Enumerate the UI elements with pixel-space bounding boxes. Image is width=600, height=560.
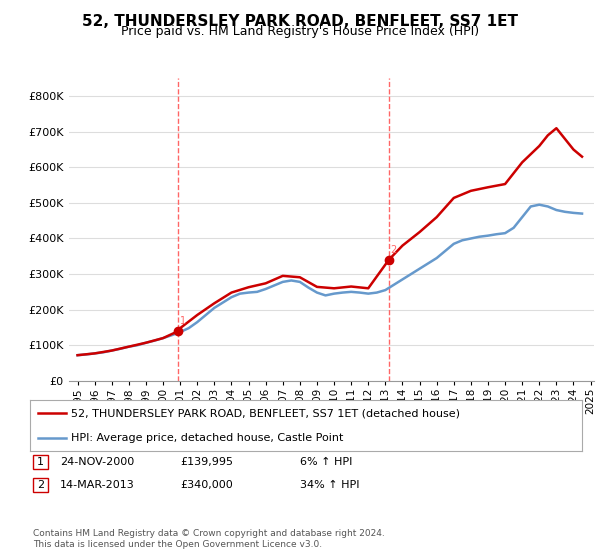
Text: Contains HM Land Registry data © Crown copyright and database right 2024.
This d: Contains HM Land Registry data © Crown c… [33, 529, 385, 549]
Text: 34% ↑ HPI: 34% ↑ HPI [300, 480, 359, 490]
Text: 1: 1 [180, 316, 186, 326]
Text: 2: 2 [37, 480, 44, 490]
Text: 1: 1 [37, 457, 44, 466]
Text: £340,000: £340,000 [180, 480, 233, 490]
Text: HPI: Average price, detached house, Castle Point: HPI: Average price, detached house, Cast… [71, 433, 344, 443]
Text: 24-NOV-2000: 24-NOV-2000 [60, 457, 134, 466]
Text: 2: 2 [391, 245, 397, 254]
Text: £139,995: £139,995 [180, 457, 233, 466]
Text: 52, THUNDERSLEY PARK ROAD, BENFLEET, SS7 1ET: 52, THUNDERSLEY PARK ROAD, BENFLEET, SS7… [82, 14, 518, 29]
Text: 6% ↑ HPI: 6% ↑ HPI [300, 457, 352, 466]
Text: 14-MAR-2013: 14-MAR-2013 [60, 480, 135, 490]
Text: 52, THUNDERSLEY PARK ROAD, BENFLEET, SS7 1ET (detached house): 52, THUNDERSLEY PARK ROAD, BENFLEET, SS7… [71, 408, 460, 418]
Text: Price paid vs. HM Land Registry's House Price Index (HPI): Price paid vs. HM Land Registry's House … [121, 25, 479, 38]
